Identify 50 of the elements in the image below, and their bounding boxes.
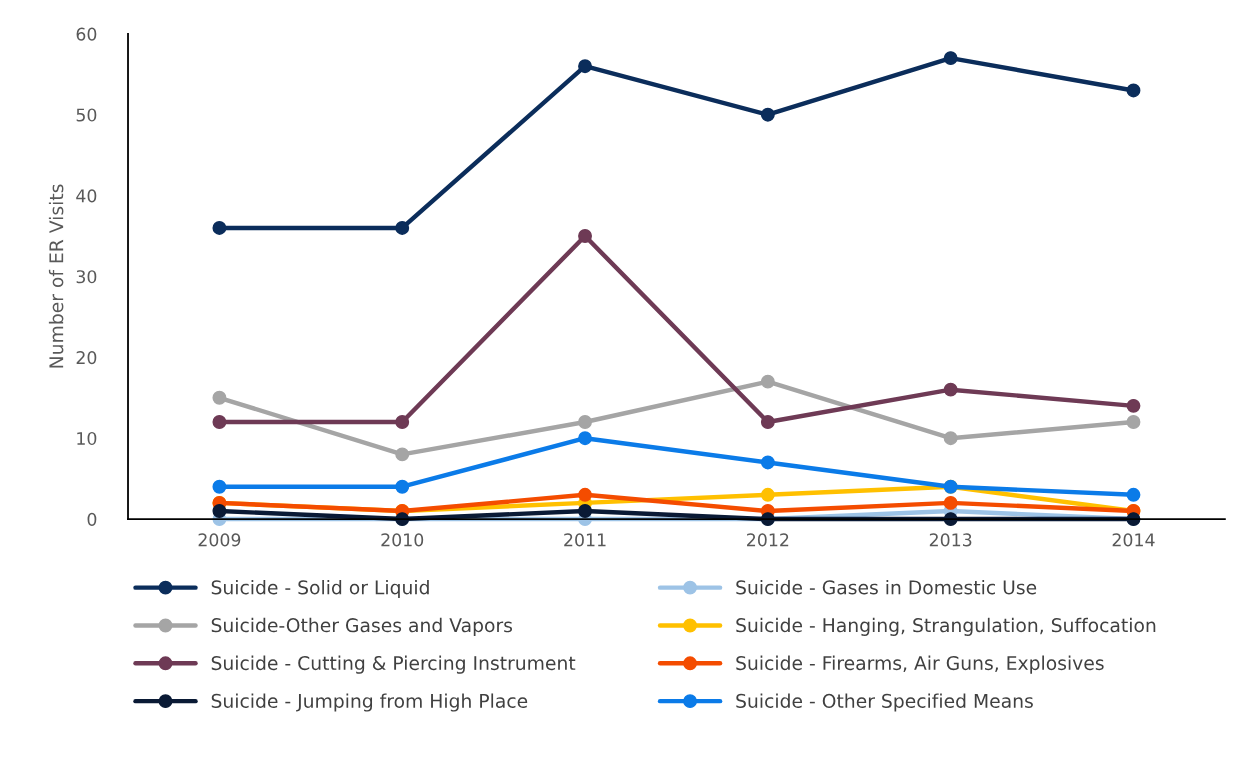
legend-label: Suicide - Firearms, Air Guns, Explosives — [736, 655, 1104, 674]
point — [1126, 415, 1141, 429]
point — [943, 495, 958, 510]
x-tick-label: 2014 — [1112, 533, 1155, 547]
point — [212, 504, 227, 518]
point — [212, 479, 227, 494]
point — [760, 107, 775, 122]
point — [1126, 83, 1141, 98]
point — [395, 447, 410, 462]
point — [943, 382, 958, 397]
point — [395, 479, 410, 494]
y-tick-label: 60 — [76, 27, 97, 41]
point — [212, 390, 227, 405]
point — [578, 487, 592, 502]
point — [760, 415, 775, 429]
y-tick-label: 10 — [77, 431, 97, 446]
legend-label: Suicide - Other Specified Means — [736, 693, 1033, 712]
point — [1126, 487, 1141, 502]
y-tick-label: 40 — [76, 189, 97, 203]
legend-label: Suicide - Gases in Domestic Use — [736, 579, 1037, 595]
y-tick-label: 30 — [76, 270, 97, 284]
point — [943, 51, 958, 66]
y-tick-label: 50 — [76, 108, 97, 122]
x-tick-label: 2013 — [929, 533, 972, 547]
x-tick-label: 2010 — [381, 533, 424, 547]
legend-label: Suicide - Hanging, Strangulation, Suffocation — [736, 617, 1156, 636]
point — [578, 431, 592, 446]
point — [760, 455, 775, 470]
point — [395, 220, 410, 235]
point — [1126, 398, 1141, 413]
point — [943, 431, 958, 446]
x-tick-label: 2011 — [564, 533, 606, 547]
y-axis-title: Number of ER Visits — [48, 184, 64, 368]
point — [395, 415, 410, 429]
point — [760, 487, 775, 502]
point — [578, 59, 592, 74]
legend-label: Suicide - Jumping from High Place — [211, 693, 528, 712]
point — [760, 374, 775, 389]
x-tick-label: 2009 — [198, 533, 241, 547]
point — [578, 504, 592, 518]
point — [578, 415, 592, 429]
legend-label: Suicide-Other Gases and Vapors — [211, 617, 513, 636]
legend-label: Suicide - Solid or Liquid — [211, 579, 429, 599]
y-tick-label: 0 — [87, 512, 97, 526]
point — [212, 220, 227, 235]
point — [578, 229, 592, 243]
y-tick-label: 20 — [76, 351, 97, 365]
legend-label: Suicide - Cutting & Piercing Instrument — [211, 655, 576, 674]
x-tick-label: 2012 — [747, 533, 789, 547]
point — [212, 415, 227, 429]
